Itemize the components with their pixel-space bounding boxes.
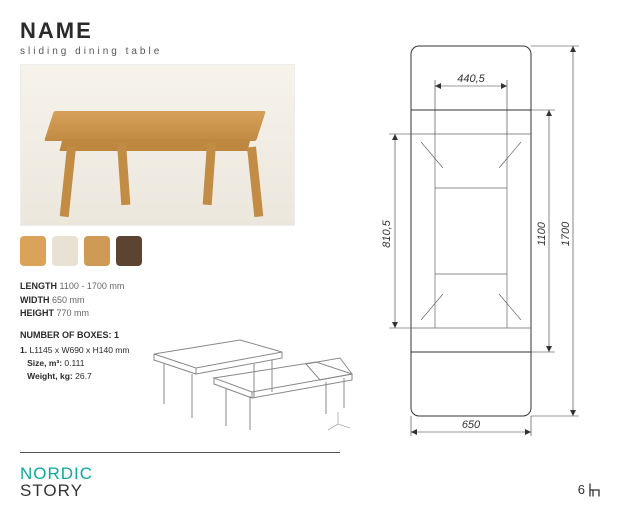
spec-height-label: HEIGHT — [20, 307, 54, 321]
dim-top-width: 440,5 — [457, 73, 485, 85]
brand-line2: STORY — [20, 482, 93, 499]
spec-length-value: 1100 - 1700 mm — [60, 281, 125, 291]
swatch-walnut[interactable] — [116, 236, 142, 266]
box-weight-label: Weight, kg: — [27, 371, 73, 381]
brand-logo: NORDIC STORY — [20, 465, 93, 499]
divider-line — [20, 452, 340, 453]
box-dims: L1145 x W690 x H140 mm — [29, 345, 129, 355]
box-size-val: 0.111 — [64, 358, 84, 368]
swatch-oak-natural[interactable] — [20, 236, 46, 266]
page-number: 6 — [578, 482, 603, 497]
box-size-label: Size, m³: — [27, 358, 62, 368]
spec-height-value: 770 mm — [57, 308, 90, 318]
color-swatches — [20, 236, 305, 266]
box-weight-val: 26.7 — [75, 371, 92, 381]
product-photo — [20, 64, 295, 226]
spec-length-label: LENGTH — [20, 280, 57, 294]
swatch-oak-warm[interactable] — [84, 236, 110, 266]
dim-height-1700: 1700 — [560, 221, 572, 246]
dim-bottom-width: 650 — [462, 419, 481, 431]
page-num-value: 6 — [578, 482, 585, 497]
box-index: 1. — [20, 345, 27, 355]
dim-inner-height: 810,5 — [381, 219, 393, 247]
technical-drawing: 440,5 810,5 1100 1700 650 — [365, 38, 597, 438]
spec-width-value: 650 mm — [52, 295, 85, 305]
chair-icon — [587, 483, 603, 497]
spec-width-label: WIDTH — [20, 294, 50, 308]
brand-line1: NORDIC — [20, 465, 93, 482]
dim-height-1100: 1100 — [536, 221, 548, 246]
isometric-sketch — [130, 326, 360, 436]
swatch-oak-white[interactable] — [52, 236, 78, 266]
